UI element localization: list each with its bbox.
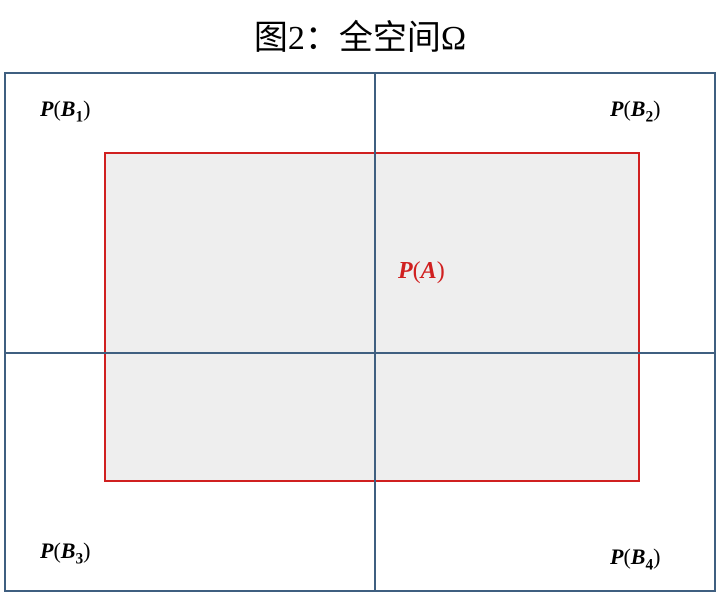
label-b3-var: B — [61, 538, 76, 563]
label-b4-cp: ) — [653, 544, 660, 569]
label-b3: P(B3) — [40, 538, 91, 568]
vertical-divider — [374, 72, 376, 592]
label-b1-p: P — [40, 96, 53, 121]
label-a-var: A — [421, 258, 437, 284]
diagram-canvas: 图2：全空间Ω P(B1) P(B2) P(B3) P(B4) P(A) — [0, 0, 720, 598]
diagram-title: 图2：全空间Ω — [0, 10, 720, 59]
event-a-box — [104, 152, 640, 482]
label-b1-var: B — [61, 96, 76, 121]
label-b2-p: P — [610, 96, 623, 121]
horizontal-divider — [4, 352, 716, 354]
label-b4-p: P — [610, 544, 623, 569]
label-a-op: ( — [413, 258, 421, 284]
label-b2-var: B — [631, 96, 646, 121]
label-b2-op: ( — [623, 96, 630, 121]
label-b1: P(B1) — [40, 96, 91, 126]
label-a-cp: ) — [437, 258, 445, 284]
label-a-p: P — [398, 258, 413, 284]
label-b2: P(B2) — [610, 96, 661, 126]
label-b4-var: B — [631, 544, 646, 569]
label-b2-cp: ) — [653, 96, 660, 121]
label-a: P(A) — [398, 258, 445, 289]
label-b3-p: P — [40, 538, 53, 563]
label-b1-op: ( — [53, 96, 60, 121]
label-b4: P(B4) — [610, 544, 661, 574]
label-b1-cp: ) — [83, 96, 90, 121]
label-b3-cp: ) — [83, 538, 90, 563]
label-b3-op: ( — [53, 538, 60, 563]
label-b4-op: ( — [623, 544, 630, 569]
